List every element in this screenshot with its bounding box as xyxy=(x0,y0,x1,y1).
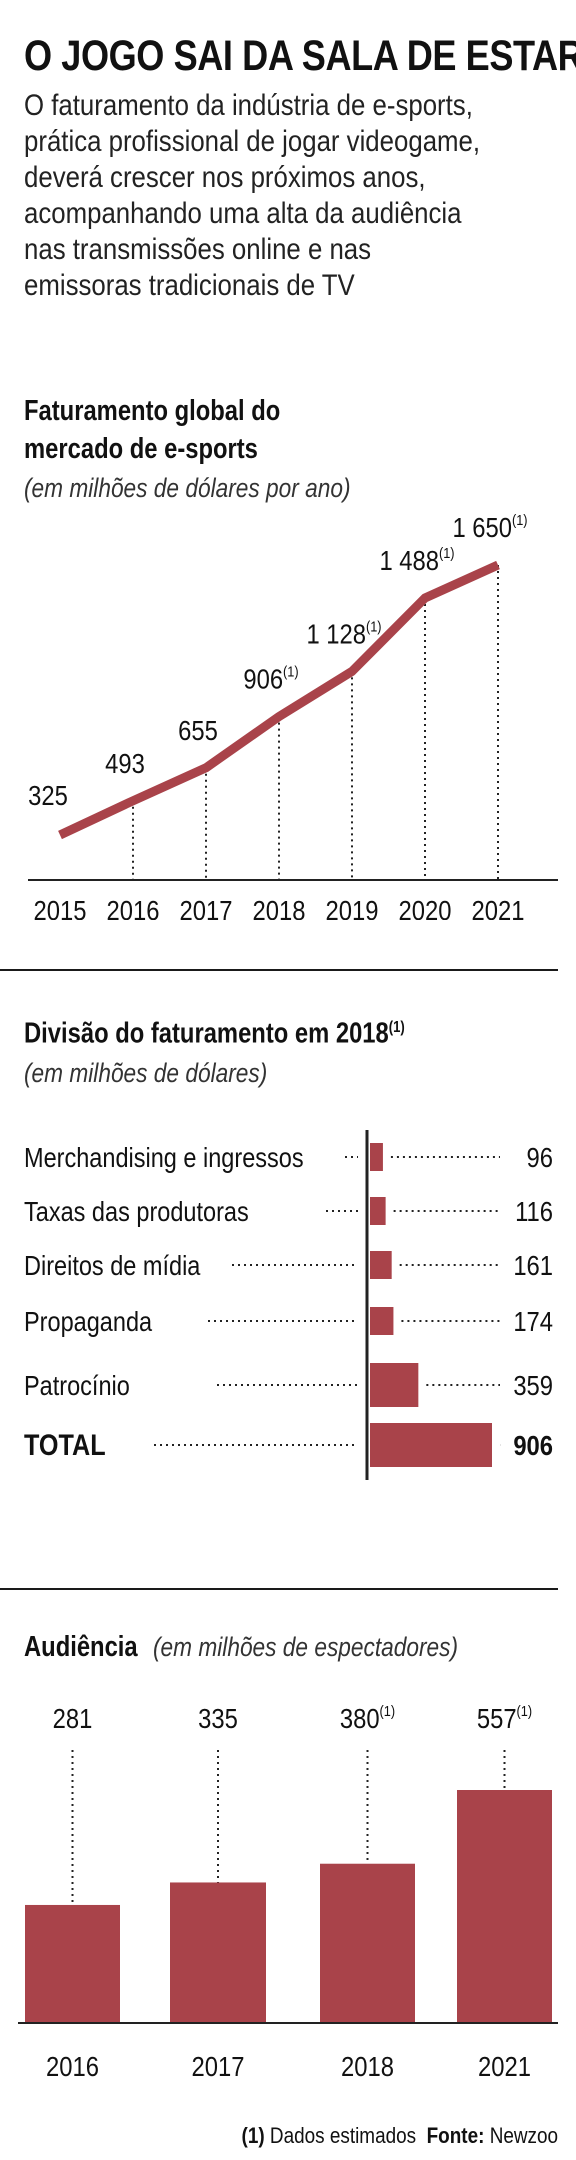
revenue-chart-subtitle: (em milhões de dólares por ano) xyxy=(24,473,351,503)
bar xyxy=(457,1790,552,2022)
value-label: 906 xyxy=(513,1429,553,1461)
bar xyxy=(370,1307,394,1335)
bar xyxy=(370,1197,386,1225)
value-label: 325 xyxy=(28,779,68,811)
footer-note-text: Dados estimados xyxy=(269,2123,417,2148)
category-label: Direitos de mídia xyxy=(24,1251,201,1281)
bar xyxy=(370,1423,492,1467)
intro-line: acompanhando uma alta da audiência xyxy=(24,197,462,230)
intro-line: nas transmissões online e nas xyxy=(24,233,372,266)
section-divider xyxy=(0,969,558,971)
page-title: O JOGO SAI DA SALA DE ESTAR xyxy=(24,32,576,80)
value-label: 96 xyxy=(527,1141,553,1173)
intro-line: emissoras tradicionais de TV xyxy=(24,269,355,302)
footer-note: (1) Dados estimados Fonte: Newzoo xyxy=(241,2123,558,2149)
x-tick-label: 2016 xyxy=(46,2050,99,2082)
section-divider xyxy=(0,1588,558,1590)
bar xyxy=(370,1251,392,1279)
audience-chart-title: Audiência xyxy=(24,1631,138,1663)
estimate-note-marker: (1) xyxy=(439,544,455,561)
footer-note-marker: (1) xyxy=(241,2123,265,2148)
revenue-chart-title: Faturamento global do mercado de e-sport… xyxy=(24,392,280,468)
value-label: 174 xyxy=(513,1305,553,1337)
value-label: 1 650(1) xyxy=(452,511,527,543)
value-label: 380(1) xyxy=(340,1702,395,1734)
split-chart-subtitle: (em milhões de dólares) xyxy=(24,1058,268,1088)
audience-chart-heading: Audiência (em milhões de espectadores) xyxy=(24,1628,516,1666)
x-tick-label: 2017 xyxy=(180,894,233,920)
value-label: 493 xyxy=(105,747,145,779)
x-tick-label: 2021 xyxy=(478,2050,531,2082)
category-label: Merchandising e ingressos xyxy=(24,1143,304,1173)
intro-line: O faturamento da indústria de e-sports, xyxy=(24,89,473,122)
footer-source-label: Fonte: xyxy=(426,2123,485,2148)
bar xyxy=(370,1363,419,1407)
x-tick-label: 2017 xyxy=(192,2050,245,2082)
value-label: 281 xyxy=(53,1702,93,1734)
x-tick-label: 2016 xyxy=(107,894,160,920)
x-tick-label: 2015 xyxy=(34,894,87,920)
category-label: Taxas das produtoras xyxy=(24,1197,249,1227)
bar xyxy=(170,1882,266,2022)
category-label: TOTAL xyxy=(24,1428,106,1462)
audience-chart-subtitle: (em milhões de espectadores) xyxy=(153,1632,459,1662)
value-label: 906(1) xyxy=(243,663,298,695)
footer-source: Newzoo xyxy=(489,2123,558,2148)
category-label: Patrocínio xyxy=(24,1371,130,1401)
value-label: 161 xyxy=(513,1249,553,1281)
intro-line: prática profissional de jogar videogame, xyxy=(24,125,481,158)
value-label: 557(1) xyxy=(477,1702,532,1734)
value-label: 1 128(1) xyxy=(306,617,381,649)
revenue-series-line xyxy=(58,560,500,840)
split-chart-title: Divisão do faturamento em 2018(1) xyxy=(24,1009,405,1053)
x-tick-label: 2018 xyxy=(253,894,306,920)
x-tick-label: 2021 xyxy=(472,894,525,920)
bar xyxy=(25,1904,120,2022)
revenue-split-bar-chart: Merchandising e ingressos 96 Taxas das pro… xyxy=(24,1130,553,1480)
value-label: 116 xyxy=(515,1195,553,1227)
x-tick-label: 2019 xyxy=(326,894,379,920)
bar xyxy=(320,1863,415,2022)
bar xyxy=(370,1143,383,1171)
estimate-note-marker: (1) xyxy=(512,511,528,528)
revenue-chart-title-line: mercado de e-sports xyxy=(24,433,258,465)
audience-bar-chart: 281 2016 335 2017 380(1) 2018 557(1) 2021 xyxy=(18,1702,558,2082)
estimate-note-marker: (1) xyxy=(283,663,299,680)
revenue-line-chart: 325 493 655 906(1)1 128(1) 1 488(1)1 650(1) 2… xyxy=(28,511,558,920)
value-label: 335 xyxy=(198,1702,238,1734)
value-label: 1 488(1) xyxy=(379,544,454,576)
estimate-note-marker: (1) xyxy=(380,1702,396,1719)
x-tick-label: 2020 xyxy=(399,894,452,920)
intro-line: deverá crescer nos próximos anos, xyxy=(24,161,426,194)
intro-text: O faturamento da indústria de e-sports, … xyxy=(24,88,488,304)
value-label: 359 xyxy=(513,1369,553,1401)
split-chart-title-note: (1) xyxy=(388,1019,405,1036)
estimate-note-marker: (1) xyxy=(517,1702,533,1719)
value-label: 655 xyxy=(178,714,218,746)
estimate-note-marker: (1) xyxy=(366,617,382,634)
revenue-chart-title-line: Faturamento global do xyxy=(24,395,281,427)
x-tick-label: 2018 xyxy=(341,2050,394,2082)
split-chart-title-text: Divisão do faturamento em 2018 xyxy=(24,1017,389,1050)
category-label: Propaganda xyxy=(24,1307,153,1337)
